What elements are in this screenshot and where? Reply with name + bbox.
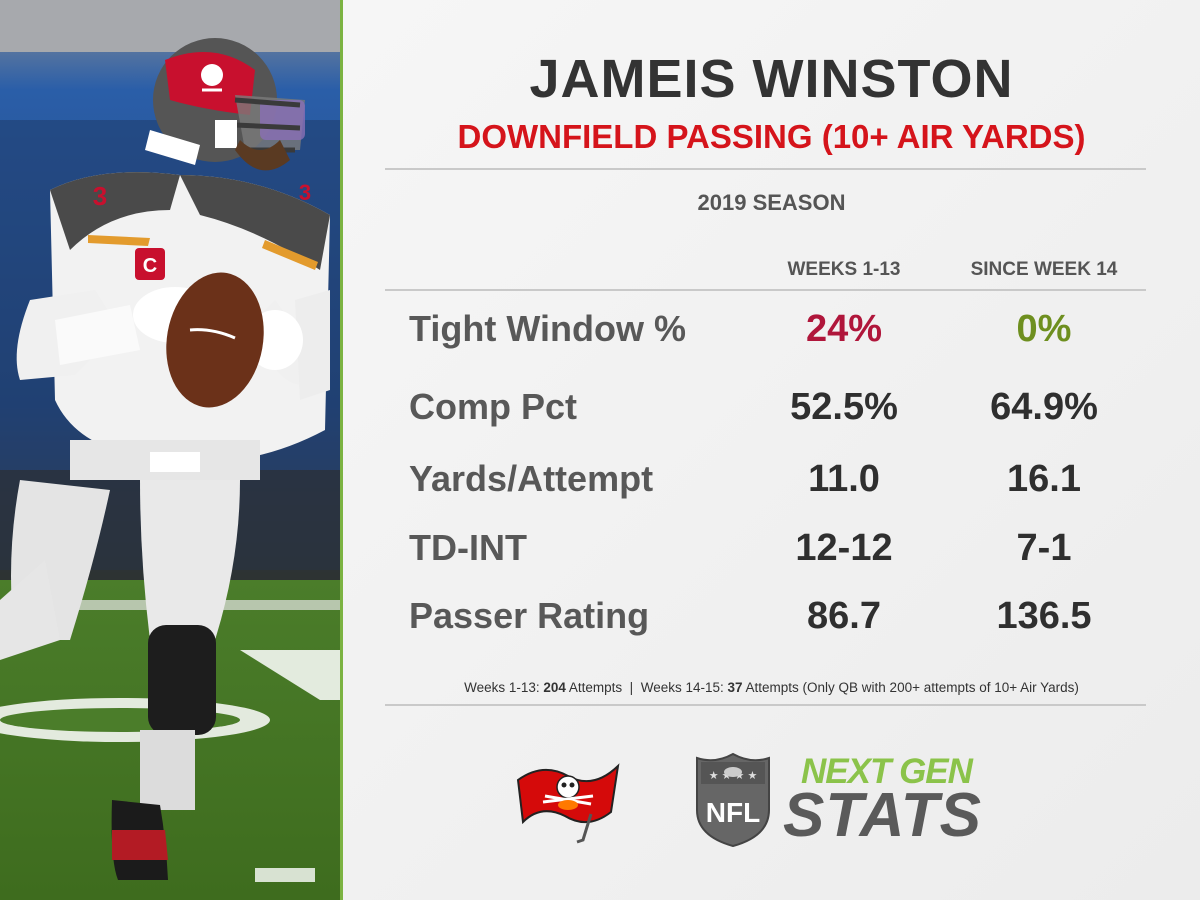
footnote-text: Weeks 1-13:: [464, 680, 544, 695]
divider: [385, 168, 1146, 170]
next-gen-wordmark: NEXT GEN: [801, 752, 973, 791]
divider: [385, 704, 1146, 706]
captain-patch: [135, 248, 165, 280]
stat-value-since-week-14: 0%: [1016, 308, 1072, 350]
stat-value-since-week-14: 136.5: [996, 595, 1092, 637]
footnote-attempts-weeks-14-15: 37: [727, 680, 743, 695]
player-photo: C 3 3: [0, 0, 340, 900]
column-header-weeks-1-13: WEEKS 1-13: [787, 259, 901, 280]
stat-label: Comp Pct: [409, 386, 578, 427]
stat-label: Passer Rating: [409, 595, 650, 636]
stat-value-weeks-1-13: 11.0: [808, 458, 880, 500]
stat-value-weeks-1-13: 24%: [805, 308, 883, 350]
stats-wordmark: STATS: [783, 781, 983, 850]
stat-row-tight-window: Tight Window % 24% 0%: [343, 308, 1200, 378]
buccaneers-flag-logo: [516, 763, 620, 844]
stat-value-weeks-1-13: 86.7: [807, 595, 881, 637]
nfl-wordmark: NFL: [706, 797, 760, 828]
stat-label: TD-INT: [409, 527, 527, 568]
stat-category-title: DOWNFIELD PASSING (10+ AIR YARDS): [457, 118, 1086, 155]
stat-label: Yards/Attempt: [409, 458, 654, 499]
stat-value-weeks-1-13: 12-12: [795, 527, 893, 569]
stat-row-passer-rating: Passer Rating 86.7 136.5: [343, 595, 1200, 665]
photo-divider: [340, 0, 343, 900]
stat-value-weeks-1-13: 52.5%: [790, 386, 898, 428]
stat-value-since-week-14: 7-1: [1016, 527, 1072, 569]
divider: [385, 289, 1146, 291]
stat-label: Tight Window %: [409, 308, 686, 349]
footnote-attempts-weeks-1-13: 204: [543, 680, 566, 695]
player-name: JAMEIS WINSTON: [529, 49, 1014, 109]
column-header-since-week-14: SINCE WEEK 14: [970, 259, 1118, 280]
football: [166, 272, 264, 408]
sleeve-number-right: 3: [299, 180, 311, 205]
stat-row-comp-pct: Comp Pct 52.5% 64.9%: [343, 386, 1200, 456]
stat-value-since-week-14: 64.9%: [990, 386, 1098, 428]
stat-row-yards-attempt: Yards/Attempt 11.0 16.1: [343, 458, 1200, 528]
attempts-footnote: Weeks 1-13: 204 Attempts | Weeks 14-15: …: [343, 680, 1200, 695]
stat-row-td-int: TD-INT 12-12 7-1: [343, 527, 1200, 597]
season-label: 2019 SEASON: [697, 190, 846, 215]
nfl-shield-logo: ★ ★ ★ ★ NFL: [696, 752, 770, 848]
stat-value-since-week-14: 16.1: [1007, 458, 1081, 500]
captain-patch-letter: C: [143, 255, 157, 277]
footnote-text: Attempts (Only QB with 200+ attempts of …: [742, 680, 1079, 695]
stats-panel: JAMEIS WINSTON DOWNFIELD PASSING (10+ AI…: [343, 0, 1200, 900]
sleeve-number-left: 3: [93, 181, 107, 211]
footnote-text: Attempts | Weeks 14-15:: [565, 680, 728, 695]
quarterback-illustration: C 3 3: [0, 0, 340, 900]
